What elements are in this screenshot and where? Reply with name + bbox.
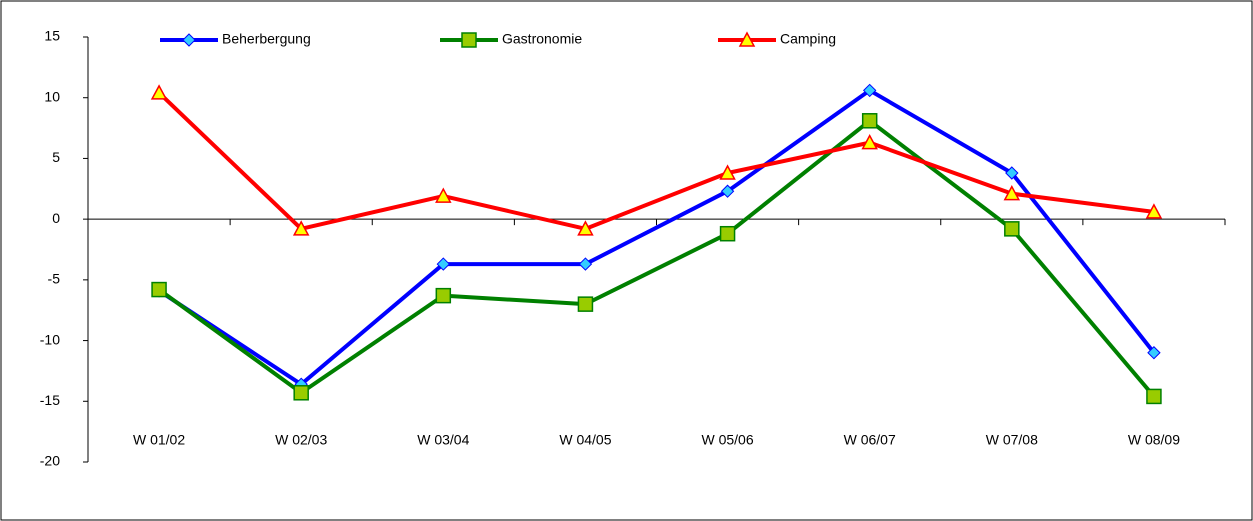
legend-label: Gastronomie <box>502 31 582 47</box>
series-line <box>157 118 1156 398</box>
y-tick-label: 15 <box>44 28 60 44</box>
point <box>719 164 736 180</box>
y-tick-label: -10 <box>40 331 60 347</box>
x-tick-label: W 04/05 <box>559 432 611 448</box>
point <box>861 134 878 150</box>
point <box>151 281 167 298</box>
series-line <box>157 88 1156 387</box>
y-tick-label: 10 <box>44 88 60 104</box>
legend-label: Beherbergung <box>222 31 311 47</box>
legend-marker <box>738 31 756 47</box>
point <box>861 113 878 129</box>
point <box>719 225 736 242</box>
point <box>577 296 594 312</box>
point <box>292 220 310 236</box>
point <box>578 257 593 271</box>
point <box>150 84 168 100</box>
y-tick-label: -20 <box>40 453 60 469</box>
x-tick-label: W 02/03 <box>275 432 327 448</box>
x-tick-label: W 08/09 <box>1128 432 1180 448</box>
y-tick-label: 5 <box>52 149 60 165</box>
x-tick-label: W 01/02 <box>133 432 185 448</box>
point <box>1004 221 1020 237</box>
point <box>1005 166 1019 180</box>
x-tick-label: W 07/08 <box>986 432 1038 448</box>
point <box>862 83 877 98</box>
legend-label: Camping <box>780 31 836 47</box>
point <box>1146 388 1162 405</box>
x-tick-label: W 03/04 <box>417 432 469 448</box>
point <box>293 385 309 401</box>
series-line <box>157 91 1155 231</box>
y-tick-label: 0 <box>52 210 60 226</box>
point <box>435 187 452 203</box>
point <box>435 287 452 304</box>
point <box>1145 203 1163 219</box>
x-tick-label: W 06/07 <box>844 432 896 448</box>
point <box>720 184 735 198</box>
y-tick-label: -15 <box>40 392 60 408</box>
x-tick-label: W 05/06 <box>701 432 753 448</box>
point <box>1003 185 1021 201</box>
point <box>436 257 451 271</box>
legend-marker <box>182 33 196 47</box>
point <box>1147 346 1161 360</box>
point <box>577 220 594 236</box>
legend-marker <box>461 32 477 48</box>
y-tick-label: -5 <box>48 271 61 287</box>
